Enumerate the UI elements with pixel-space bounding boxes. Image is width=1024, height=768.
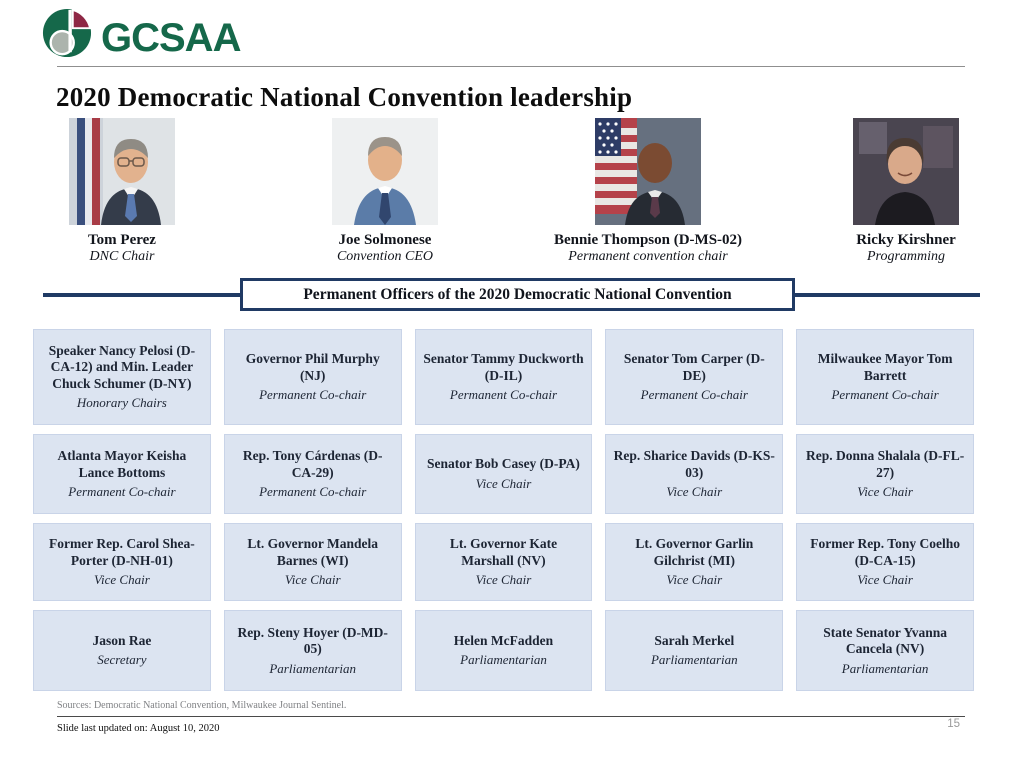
officer-role: Honorary Chairs (76, 395, 167, 411)
officer-role: Vice Chair (94, 572, 150, 588)
officer-card: Milwaukee Mayor Tom Barrett Permanent Co-… (796, 329, 974, 425)
page-title: 2020 Democratic National Convention lead… (56, 82, 633, 112)
officer-card: Speaker Nancy Pelosi (D-CA-12) and Min. … (33, 329, 211, 425)
banner: Permanent Officers of the 2020 Democrati… (240, 278, 795, 311)
banner-title: Permanent Officers of the 2020 Democrati… (303, 285, 732, 303)
officer-name: Lt. Governor Garlin Gilchrist (MI) (635, 536, 754, 568)
officer-card: Governor Phil Murphy (NJ) Permanent Co-ch… (223, 329, 402, 425)
officer-name: Former Rep. Carol Shea-Porter (D-NH-01) (49, 536, 195, 568)
header-divider (57, 66, 965, 67)
officer-card: Sarah Merkel Parliamentarian (605, 610, 784, 691)
bennie-thompson-photo (595, 118, 701, 225)
officer-role: Vice Chair (857, 572, 913, 588)
officer-name: Governor Phil Murphy (NJ) (245, 351, 380, 383)
leader-name: Tom Perez (88, 232, 156, 248)
gcsaa-logo-icon (42, 8, 92, 63)
leader-role: Convention CEO (336, 249, 434, 265)
officer-name: Rep. Donna Shalala (D-FL-27) (805, 448, 965, 480)
officer-role: Vice Chair (475, 475, 532, 491)
officer-name: Lt. Governor Mandela Barnes (WI) (247, 536, 378, 568)
officer-role: Secretary (97, 652, 147, 668)
officer-name: Sarah Merkel (654, 632, 735, 648)
tom-perez-photo (69, 118, 175, 225)
officer-name: Senator Tom Carper (D-DE) (623, 351, 765, 383)
officer-card: Senator Tammy Duckworth (D-IL) Permanent … (414, 329, 593, 425)
officer-name: Rep. Steny Hoyer (D-MD-05) (237, 624, 388, 657)
leader-card: Ricky Kirshner Programming (786, 118, 1024, 266)
leader-role: Programming (866, 249, 946, 265)
officer-role: Permanent Co-chair (68, 484, 176, 500)
officer-card: Lt. Governor Garlin Gilchrist (MI) Vice C… (605, 523, 784, 601)
ricky-kirshner-photo (853, 118, 959, 225)
officer-name: Speaker Nancy Pelosi (D-CA-12) and Min. … (48, 343, 196, 391)
officer-role: Permanent Co-chair (640, 387, 748, 403)
leader-name: Bennie Thompson (D-MS-02) (553, 232, 743, 248)
last-updated-note: Slide last updated on: August 10, 2020 (57, 723, 220, 734)
officer-card: State Senator Yvanna Cancela (NV) Parliam… (796, 610, 974, 691)
officer-role: Parliamentarian (841, 660, 929, 676)
officers-grid: Speaker Nancy Pelosi (D-CA-12) and Min. … (33, 329, 974, 691)
officer-card: Senator Tom Carper (D-DE) Permanent Co-ch… (605, 329, 784, 425)
officer-name: Jason Rae (92, 632, 152, 648)
officer-name: Rep. Sharice Davids (D-KS-03) (613, 448, 775, 480)
officer-card: Lt. Governor Mandela Barnes (WI) Vice Cha… (223, 523, 402, 601)
officer-card: Jason Rae Secretary (33, 610, 211, 691)
officer-name: Atlanta Mayor Keisha Lance Bottoms (57, 448, 187, 480)
officer-card: Atlanta Mayor Keisha Lance Bottoms Perman… (33, 434, 211, 514)
officer-role: Permanent Co-chair (259, 484, 367, 500)
officer-role: Parliamentarian (269, 660, 357, 676)
leader-card: Bennie Thompson (D-MS-02) Permanent conv… (528, 118, 768, 266)
leader-card: Tom Perez DNC Chair (2, 118, 242, 266)
officer-card: Lt. Governor Kate Marshall (NV) Vice Chai… (414, 523, 593, 601)
leader-name: Ricky Kirshner (856, 232, 956, 248)
officer-name: Senator Bob Casey (D-PA) (427, 456, 580, 472)
leader-card: Joe Solmonese Convention CEO (265, 118, 505, 266)
gcsaa-logo-text: GCSAA (101, 15, 241, 60)
leader-role: Permanent convention chair (568, 249, 728, 265)
officer-role: Vice Chair (475, 572, 532, 588)
officer-role: Parliamentarian (460, 652, 547, 668)
officer-role: Vice Chair (666, 572, 723, 588)
footer-divider (57, 716, 965, 717)
officer-role: Parliamentarian (650, 652, 738, 668)
officer-name: State Senator Yvanna Cancela (NV) (823, 624, 947, 657)
officer-role: Vice Chair (857, 484, 913, 500)
leader-role: DNC Chair (89, 249, 155, 265)
joe-solmonese-photo (332, 118, 438, 225)
officer-card: Former Rep. Tony Coelho (D-CA-15) Vice Ch… (796, 523, 974, 601)
officer-card: Senator Bob Casey (D-PA) Vice Chair (414, 434, 593, 514)
page-number: 15 (947, 718, 960, 730)
officer-card: Helen McFadden Parliamentarian (414, 610, 593, 691)
officer-card: Rep. Steny Hoyer (D-MD-05) Parliamentaria… (223, 610, 402, 691)
officer-role: Permanent Co-chair (831, 387, 939, 403)
officer-card: Former Rep. Carol Shea-Porter (D-NH-01) V… (33, 523, 211, 601)
officer-role: Vice Chair (666, 484, 723, 500)
officer-card: Rep. Sharice Davids (D-KS-03) Vice Chair (605, 434, 784, 514)
officer-name: Lt. Governor Kate Marshall (NV) (449, 536, 558, 568)
officer-role: Vice Chair (284, 572, 341, 588)
officer-name: Helen McFadden (453, 632, 554, 648)
sources-note: Sources: Democratic National Convention,… (57, 700, 347, 711)
gcsaa-logo: GCSAA (42, 8, 241, 63)
officer-name: Senator Tammy Duckworth (D-IL) (423, 351, 584, 383)
officer-card: Rep. Tony Cárdenas (D-CA-29) Permanent Co… (223, 434, 402, 514)
officer-card: Rep. Donna Shalala (D-FL-27) Vice Chair (796, 434, 974, 514)
officer-role: Permanent Co-chair (449, 387, 558, 403)
officer-name: Former Rep. Tony Coelho (D-CA-15) (810, 536, 960, 568)
officer-role: Permanent Co-chair (259, 387, 367, 403)
officer-name: Milwaukee Mayor Tom Barrett (817, 351, 953, 383)
leader-name: Joe Solmonese (338, 232, 432, 248)
officer-name: Rep. Tony Cárdenas (D-CA-29) (242, 448, 383, 480)
